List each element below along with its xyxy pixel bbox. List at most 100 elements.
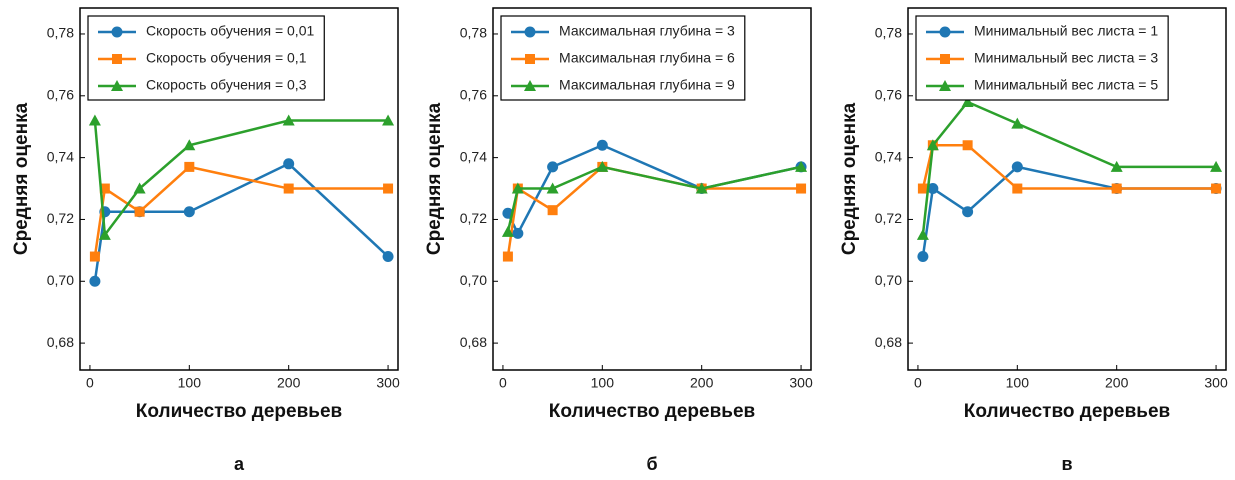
panel-label: в: [1061, 454, 1072, 474]
marker: [98, 228, 111, 240]
y-tick-label: 0,78: [47, 25, 74, 41]
marker: [502, 251, 513, 262]
panel-label: б: [646, 454, 657, 474]
marker: [546, 182, 559, 194]
marker: [1012, 183, 1023, 194]
marker: [961, 95, 974, 107]
y-tick-label: 0,70: [460, 272, 487, 288]
marker: [524, 26, 536, 38]
series-line: [93, 119, 389, 239]
marker: [1011, 161, 1023, 173]
marker: [1210, 160, 1223, 172]
marker: [962, 206, 974, 218]
y-tick-label: 0,72: [47, 210, 74, 226]
legend-label: Минимальный вес листа = 3: [974, 50, 1158, 66]
marker: [511, 182, 524, 194]
marker: [183, 206, 195, 218]
marker: [283, 158, 295, 170]
marker: [184, 161, 195, 172]
plot-frame: [907, 7, 1227, 371]
legend-label: Максимальная глубина = 3: [559, 23, 735, 39]
y-tick-label: 0,74: [47, 148, 74, 164]
marker: [940, 54, 950, 64]
x-tick-label: 200: [1105, 375, 1129, 391]
y-tick-label: 0,78: [875, 25, 902, 41]
marker: [382, 251, 394, 263]
marker: [183, 139, 196, 151]
marker: [917, 183, 928, 194]
legend-label: Скорость обучения = 0,3: [146, 77, 307, 93]
series-line: [93, 162, 389, 282]
marker: [282, 114, 295, 126]
legend-label: Минимальный вес листа = 5: [974, 77, 1158, 93]
y-tick-label: 0,76: [460, 86, 487, 102]
x-tick-label: 300: [789, 375, 813, 391]
marker: [926, 139, 939, 151]
marker: [547, 161, 559, 173]
y-tick-label: 0,68: [47, 334, 74, 350]
y-axis-title: Средняя оценка: [424, 102, 445, 255]
marker: [596, 139, 608, 151]
x-tick-label: 100: [178, 375, 202, 391]
marker: [916, 228, 929, 240]
marker: [512, 227, 524, 239]
series-line: [506, 165, 802, 233]
plot-frame: [492, 7, 812, 371]
legend-label: Максимальная глубина = 9: [559, 77, 735, 93]
y-tick-label: 0,72: [875, 210, 902, 226]
marker: [88, 114, 101, 126]
plot-frame: [79, 7, 399, 371]
x-tick-label: 100: [1006, 375, 1030, 391]
marker: [133, 182, 146, 194]
y-tick-label: 0,74: [460, 148, 487, 164]
marker: [1111, 183, 1122, 194]
marker: [134, 206, 145, 217]
x-axis-title: Количество деревьев: [549, 401, 755, 422]
marker: [695, 182, 708, 194]
y-tick-label: 0,70: [47, 272, 74, 288]
x-tick-label: 200: [277, 375, 301, 391]
marker: [1011, 117, 1024, 129]
legend-label: Скорость обучения = 0,1: [146, 50, 307, 66]
marker: [796, 183, 807, 194]
marker: [501, 225, 514, 237]
marker: [111, 26, 123, 38]
x-tick-label: 0: [914, 375, 922, 391]
marker: [524, 80, 536, 91]
marker: [596, 160, 609, 172]
series-line: [921, 100, 1217, 236]
y-tick-label: 0,76: [47, 86, 74, 102]
y-tick-label: 0,68: [460, 334, 487, 350]
y-axis-title: Средняя оценка: [839, 102, 860, 255]
y-tick-label: 0,78: [460, 25, 487, 41]
marker: [795, 160, 808, 172]
y-tick-label: 0,68: [875, 334, 902, 350]
marker: [1211, 183, 1222, 194]
x-tick-label: 100: [591, 375, 615, 391]
marker: [111, 80, 123, 91]
marker: [939, 80, 951, 91]
marker: [547, 205, 558, 216]
y-tick-label: 0,74: [875, 148, 902, 164]
x-tick-label: 300: [1204, 375, 1228, 391]
marker: [1110, 160, 1123, 172]
y-axis-title: Средняя оценка: [11, 102, 32, 255]
legend-label: Скорость обучения = 0,01: [146, 23, 314, 39]
x-axis-title: Количество деревьев: [136, 401, 342, 422]
marker: [283, 183, 294, 194]
x-tick-label: 0: [499, 375, 507, 391]
y-tick-label: 0,70: [875, 272, 902, 288]
marker: [99, 183, 110, 194]
marker: [917, 251, 929, 263]
x-tick-label: 200: [690, 375, 714, 391]
marker: [89, 251, 100, 262]
y-tick-label: 0,72: [460, 210, 487, 226]
legend-label: Минимальный вес листа = 1: [974, 23, 1158, 39]
x-tick-label: 300: [376, 375, 400, 391]
marker: [89, 275, 101, 287]
legend-label: Максимальная глубина = 6: [559, 50, 735, 66]
marker: [939, 26, 951, 38]
x-axis-title: Количество деревьев: [964, 401, 1170, 422]
marker: [112, 54, 122, 64]
